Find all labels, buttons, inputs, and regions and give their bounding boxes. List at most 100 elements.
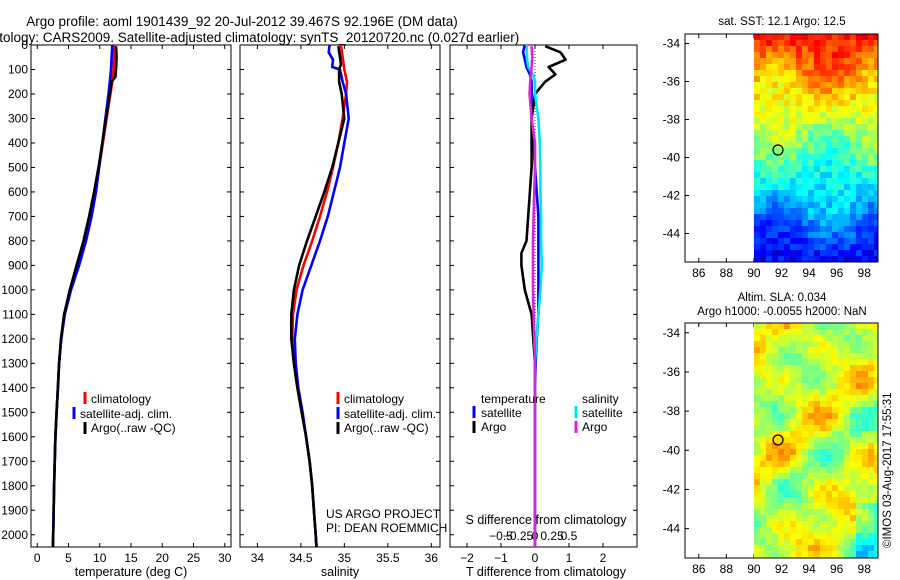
sla-pixel bbox=[759, 371, 767, 378]
sla-pixel bbox=[759, 341, 767, 348]
sla-pixel bbox=[795, 395, 803, 402]
sla-pixel bbox=[771, 341, 779, 348]
sla-pixel bbox=[867, 341, 875, 348]
sla-pixel bbox=[873, 401, 878, 408]
sst-pixel bbox=[861, 64, 869, 71]
sla-pixel bbox=[789, 401, 797, 408]
sst-pixel bbox=[867, 106, 875, 113]
sst-pixel bbox=[753, 214, 761, 221]
sla-pixel bbox=[801, 515, 809, 522]
sst-pixel bbox=[795, 196, 803, 203]
sst-pixel bbox=[843, 112, 851, 119]
sst-pixel bbox=[867, 130, 875, 137]
sst-pixel bbox=[825, 202, 833, 209]
sst-pixel bbox=[837, 166, 845, 173]
sst-pixel bbox=[849, 196, 857, 203]
sst-pixel bbox=[783, 202, 791, 209]
sst-pixel bbox=[843, 202, 851, 209]
sst-pixel bbox=[867, 256, 875, 262]
sla-pixel bbox=[825, 497, 833, 504]
sla-pixel bbox=[759, 407, 767, 414]
sla-pixel bbox=[789, 467, 797, 474]
sst-pixel bbox=[861, 238, 869, 245]
sla-pixel bbox=[765, 395, 773, 402]
sst-pixel bbox=[855, 70, 863, 77]
sst-pixel bbox=[777, 136, 785, 143]
sla-pixel bbox=[837, 497, 845, 504]
sst-pixel bbox=[837, 88, 845, 95]
sla-pixel bbox=[753, 323, 761, 330]
sla-pixel bbox=[867, 551, 875, 558]
sla-pixel bbox=[855, 431, 863, 438]
sla-pixel bbox=[831, 551, 839, 558]
sst-pixel bbox=[789, 250, 797, 257]
depth-tick-label: 500 bbox=[8, 160, 28, 174]
t-difference-xlabel: T difference from climatology bbox=[466, 565, 627, 579]
series-line-temperature-argo bbox=[520, 45, 567, 547]
sst-pixel bbox=[819, 124, 827, 131]
sla-pixel bbox=[861, 407, 869, 414]
sst-pixel bbox=[789, 142, 797, 149]
sla-pixel bbox=[765, 353, 773, 360]
sst-pixel bbox=[813, 76, 821, 83]
sst-pixel bbox=[783, 76, 791, 83]
sst-pixel bbox=[807, 148, 815, 155]
sst-pixel bbox=[807, 178, 815, 185]
sla-pixel bbox=[867, 377, 875, 384]
sla-pixel bbox=[849, 413, 857, 420]
sla-pixel bbox=[873, 347, 878, 354]
sla-pixel bbox=[759, 443, 767, 450]
sla-pixel bbox=[873, 503, 878, 510]
sst-pixel bbox=[843, 88, 851, 95]
sst-pixel bbox=[849, 172, 857, 179]
sst-pixel bbox=[801, 76, 809, 83]
sla-pixel bbox=[843, 383, 851, 390]
sla-pixel bbox=[813, 515, 821, 522]
sst-pixel bbox=[861, 220, 869, 227]
sst-pixel bbox=[825, 82, 833, 89]
sst-pixel bbox=[795, 250, 803, 257]
sla-pixel bbox=[759, 449, 767, 456]
sla-pixel bbox=[825, 383, 833, 390]
sst-map-title: sat. SST: 12.1 Argo: 12.5 bbox=[718, 16, 845, 28]
sla-pixel bbox=[771, 545, 779, 552]
sla-pixel bbox=[855, 359, 863, 366]
sst-pixel bbox=[843, 208, 851, 215]
sla-pixel bbox=[825, 341, 833, 348]
sla-map-title1: Altim. SLA: 0.034 bbox=[738, 292, 827, 304]
sla-pixel bbox=[825, 479, 833, 486]
sst-pixel bbox=[867, 64, 875, 71]
sla-pixel bbox=[765, 407, 773, 414]
sst-pixel bbox=[759, 244, 767, 251]
sla-pixel bbox=[855, 485, 863, 492]
sla-pixel bbox=[777, 545, 785, 552]
sla-pixel bbox=[759, 539, 767, 546]
sla-pixel bbox=[813, 455, 821, 462]
sla-pixel bbox=[873, 437, 878, 444]
sla-pixel bbox=[777, 371, 785, 378]
sla-pixel bbox=[813, 335, 821, 342]
sst-pixel bbox=[753, 88, 761, 95]
sla-pixel bbox=[873, 539, 878, 546]
sst-pixel bbox=[795, 124, 803, 131]
sst-pixel bbox=[855, 52, 863, 59]
sst-pixel bbox=[849, 184, 857, 191]
sla-pixel bbox=[843, 443, 851, 450]
sla-pixel bbox=[801, 443, 809, 450]
sla-pixel bbox=[807, 365, 815, 372]
sst-pixel bbox=[837, 208, 845, 215]
sst-pixel bbox=[759, 196, 767, 203]
sla-pixel bbox=[873, 521, 878, 528]
sst-pixel bbox=[813, 244, 821, 251]
sla-pixel bbox=[777, 395, 785, 402]
sst-pixel bbox=[813, 178, 821, 185]
sst-pixel bbox=[843, 178, 851, 185]
sla-pixel bbox=[807, 527, 815, 534]
sla-pixel bbox=[777, 353, 785, 360]
sla-pixel bbox=[861, 383, 869, 390]
sst-pixel bbox=[867, 124, 875, 131]
sla-pixel bbox=[807, 323, 815, 330]
sst-pixel bbox=[861, 142, 869, 149]
sst-pixel bbox=[765, 190, 773, 197]
sla-pixel bbox=[831, 479, 839, 486]
